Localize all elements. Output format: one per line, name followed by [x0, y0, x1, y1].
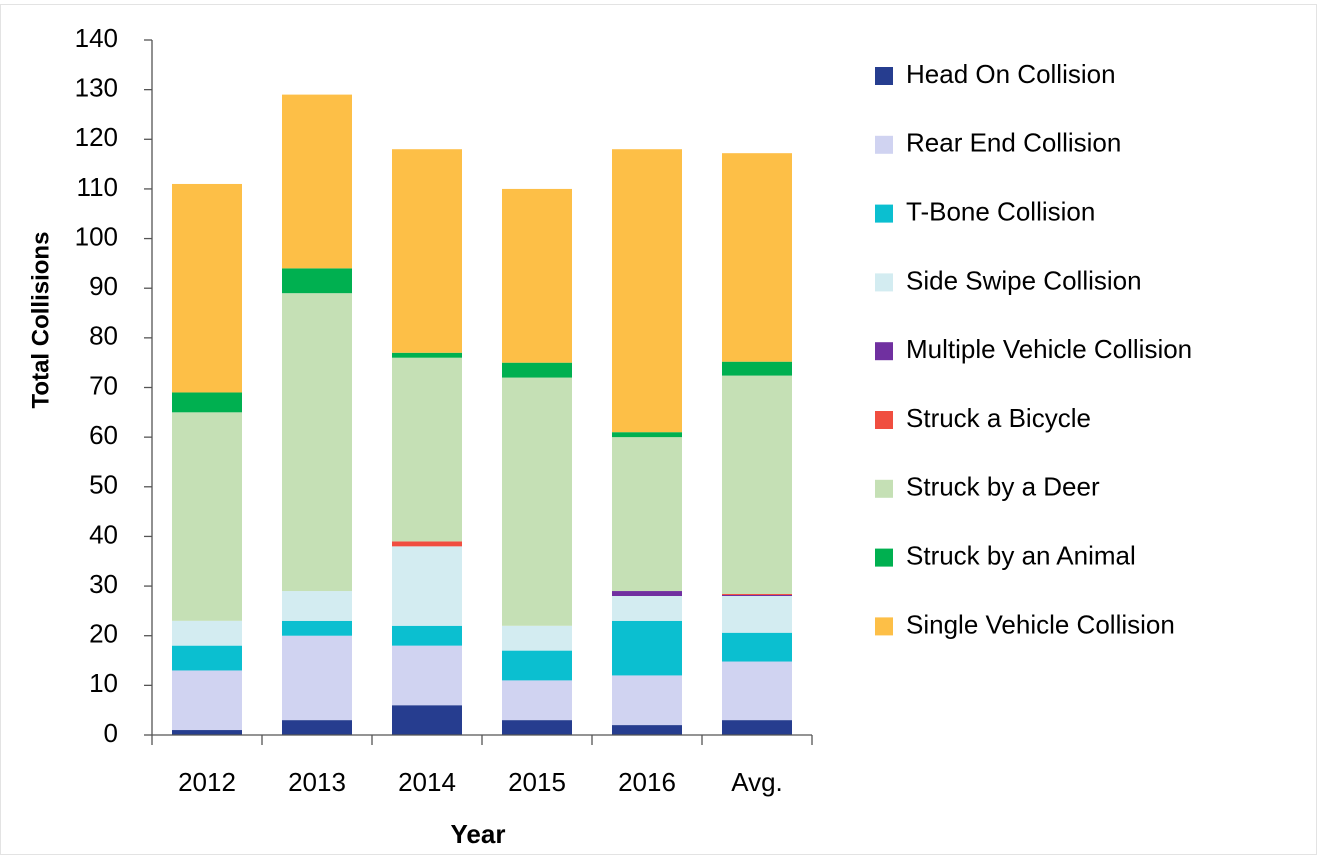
legend-swatch [875, 342, 893, 361]
legend-swatch [875, 273, 893, 292]
bar-segment [172, 730, 242, 735]
y-tick-label: 90 [89, 271, 118, 301]
y-tick-label: 100 [75, 221, 118, 251]
bar-segment [502, 720, 572, 735]
y-tick-label: 30 [89, 569, 118, 599]
bar-segment [392, 541, 462, 547]
x-tick-label: Avg. [731, 767, 783, 797]
y-tick-label: 20 [89, 619, 118, 649]
bar-segment [722, 153, 792, 362]
legend-label: Rear End Collision [906, 128, 1121, 158]
bar-segment [282, 94, 352, 269]
y-tick-label: 0 [104, 718, 118, 748]
x-tick-label: 2012 [178, 767, 236, 797]
bar-segment [722, 361, 792, 376]
bar-segment [172, 620, 242, 646]
bar-segment [722, 632, 792, 662]
bar-segment [612, 620, 682, 676]
y-tick-label: 110 [77, 172, 118, 202]
legend-swatch [875, 479, 893, 498]
y-tick-label: 80 [89, 321, 118, 351]
bar-segment [392, 625, 462, 646]
y-tick-label: 10 [89, 668, 118, 698]
x-tick-label: 2014 [398, 767, 456, 797]
bar-segment [282, 591, 352, 621]
bar-segment [392, 352, 462, 358]
x-axis-title: Year [451, 819, 506, 849]
bar-segment [392, 546, 462, 626]
legend-label: Struck by an Animal [906, 540, 1136, 570]
y-tick-label: 40 [89, 519, 118, 549]
bar-segment [282, 635, 352, 721]
x-tick-label: 2013 [288, 767, 346, 797]
legend-label: Single Vehicle Collision [906, 609, 1175, 639]
bar-segment [502, 625, 572, 651]
bar-segment [392, 645, 462, 706]
bar-segment [502, 188, 572, 363]
bar-segment [172, 645, 242, 671]
bar-segment [282, 720, 352, 735]
bar-segment [722, 595, 792, 596]
y-tick-label: 120 [75, 122, 118, 152]
bar-segment [502, 650, 572, 681]
bar-segment [722, 375, 792, 595]
y-tick-label: 140 [75, 23, 118, 53]
bar-segment [282, 268, 352, 294]
legend-label: Head On Collision [906, 59, 1116, 89]
x-tick-label: 2015 [508, 767, 566, 797]
bar-segment [502, 377, 572, 626]
legend-label: Side Swipe Collision [906, 265, 1142, 295]
legend-label: T-Bone Collision [906, 196, 1095, 226]
bar-segment [502, 362, 572, 378]
legend-swatch [875, 617, 893, 636]
legend-swatch [875, 67, 893, 85]
y-axis-title: Total Collisions [27, 232, 54, 409]
bar-segment [612, 149, 682, 433]
bar-segment [172, 412, 242, 621]
bar-segment [722, 661, 792, 721]
y-tick-label: 130 [75, 73, 118, 103]
bar-segment [282, 620, 352, 636]
bar-segment [282, 293, 352, 592]
bar-segment [392, 149, 462, 353]
bar-segment [172, 392, 242, 413]
bar-segment [392, 705, 462, 735]
bar-segment [612, 675, 682, 726]
legend-label: Struck by a Deer [906, 472, 1100, 502]
x-tick-label: 2016 [618, 767, 676, 797]
bar-segment [392, 357, 462, 542]
bar-segment [612, 596, 682, 621]
bar-segment [172, 183, 242, 393]
bar-segment [722, 596, 792, 633]
legend-swatch [875, 411, 893, 429]
bar-segment [612, 432, 682, 438]
y-tick-label: 50 [89, 470, 118, 500]
legend-label: Struck a Bicycle [906, 403, 1091, 433]
y-tick-label: 60 [89, 420, 118, 450]
legend-swatch [875, 204, 893, 223]
bar-segment [722, 594, 792, 596]
legend-swatch [875, 135, 893, 154]
bar-segment [612, 437, 682, 592]
legend-swatch [875, 548, 893, 567]
bar-segment [722, 720, 792, 735]
legend-label: Multiple Vehicle Collision [906, 334, 1192, 364]
bar-segment [172, 670, 242, 731]
bar-segment [612, 725, 682, 735]
bar-segment [502, 680, 572, 721]
y-tick-label: 70 [89, 370, 118, 400]
bar-segment [612, 591, 682, 596]
